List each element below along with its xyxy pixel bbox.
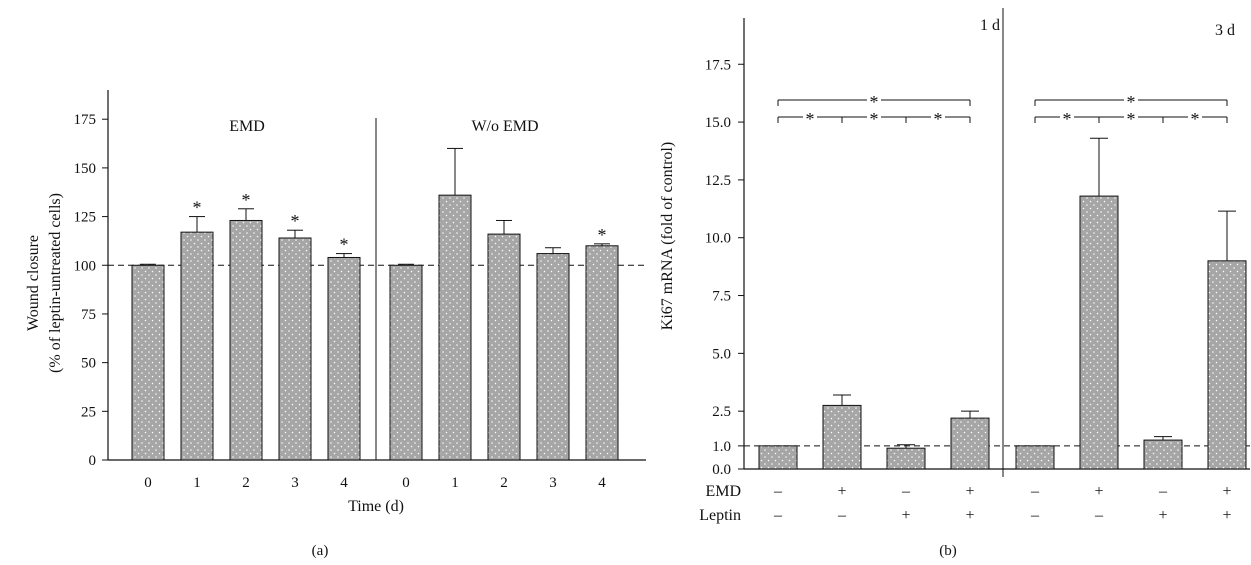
bracket-pair-gap [931,111,945,123]
emd-sign: – [773,483,783,500]
significance-marker: * [242,190,251,210]
x-tick-label: 0 [144,475,152,491]
x-tick-label: 4 [598,475,606,491]
y-tick-label: 25 [81,404,96,420]
y-tick-label: 150 [74,161,97,177]
emd-sign: – [1030,483,1040,500]
bracket-pair-marker: * [934,109,943,129]
bar [1079,195,1119,470]
emd-sign: + [965,483,974,500]
group-label: EMD [229,118,265,135]
bar [278,237,312,461]
y-tick-label: 5.0 [712,346,731,362]
bracket-outer-gap [1124,94,1138,106]
y-tick-label: 0 [89,453,97,469]
leptin-sign: – [1094,507,1104,524]
x-tick-label: 4 [340,475,348,491]
panel-b: 0.0 1.0 2.5 5.0 7.5 10.0 12.5 15.0 17.5 1 d – – + – – +… [659,8,1250,559]
bracket-outer-marker: * [870,92,879,112]
bracket-pair-gap [1188,111,1202,123]
leptin-sign: + [1158,507,1167,524]
y-axis-label: Ki67 mRNA (fold of control) [659,142,676,330]
x-tick-label: 2 [500,475,508,491]
panel-label: (b) [939,543,957,559]
leptin-sign: + [1222,507,1231,524]
leptin-sign: – [1030,507,1040,524]
leptin-sign: – [773,507,783,524]
bar [389,264,423,461]
significance-marker: * [291,211,300,231]
bracket-pair-marker: * [1127,109,1136,129]
significance-marker: * [340,235,349,255]
y-axis-label-line2: (% of leptin-untreated cells) [47,193,64,373]
bar [327,256,361,461]
bar [950,417,990,470]
group-label: W/o EMD [471,118,538,135]
bar [1143,439,1183,470]
bracket-pair-marker: * [870,109,879,129]
emd-sign: + [1094,483,1103,500]
bar [131,264,165,461]
bracket-pair-marker: * [1063,109,1072,129]
y-tick-label: 75 [81,307,96,323]
y-tick-label: 175 [74,112,97,128]
bar [1015,445,1055,470]
bar [438,194,472,461]
y-tick-label: 1.0 [712,439,731,455]
y-axis-label-line1: Wound closure [25,235,42,331]
bar [487,233,521,461]
bar [536,253,570,461]
bracket-pair-gap [867,111,881,123]
y-tick-label: 125 [74,210,97,226]
panel-a: 0 25 50 75 100 125 150 175 EMD 0 * 1 * 2 * 3 * 4 W/o EMD 0 1… [25,90,646,559]
significance-marker: * [598,225,607,245]
panel-label: (a) [312,543,329,559]
leptin-sign: – [837,507,847,524]
leptin-sign: + [965,507,974,524]
x-tick-label: 1 [451,475,459,491]
bracket-outer-gap [867,94,881,106]
bracket-pair-gap [1124,111,1138,123]
row-label-emd: EMD [705,483,741,500]
bar [822,404,862,470]
group-label: 1 d [980,17,1000,34]
x-axis-label: Time (d) [348,498,404,515]
emd-sign: – [901,483,911,500]
row-label-leptin: Leptin [699,507,741,524]
y-tick-label: 0.0 [712,462,731,478]
y-tick-label: 50 [81,356,96,372]
x-tick-label: 2 [242,475,250,491]
emd-sign: + [837,483,846,500]
x-tick-label: 0 [402,475,410,491]
bracket-pair-gap [1060,111,1074,123]
significance-marker: * [193,198,202,218]
bracket-pair-gap [803,111,817,123]
x-tick-label: 1 [193,475,201,491]
y-tick-label: 2.5 [712,404,731,420]
y-tick-label: 7.5 [712,289,731,305]
x-tick-label: 3 [291,475,299,491]
y-tick-label: 12.5 [705,173,731,189]
bar [180,231,214,461]
bracket-pair-marker: * [806,109,815,129]
y-tick-label: 100 [74,258,97,274]
y-tick-label: 15.0 [705,115,731,131]
emd-sign: – [1158,483,1168,500]
bracket-outer-marker: * [1127,92,1136,112]
bar [585,245,619,461]
y-tick-label: 17.5 [705,57,731,73]
x-tick-label: 3 [549,475,557,491]
y-tick-label: 10.0 [705,231,731,247]
bar [886,447,926,470]
leptin-sign: + [901,507,910,524]
bar [1207,260,1247,470]
bracket-pair-marker: * [1191,109,1200,129]
bar [758,445,798,470]
group-label: 3 d [1215,22,1235,39]
emd-sign: + [1222,483,1231,500]
bar [229,219,263,461]
